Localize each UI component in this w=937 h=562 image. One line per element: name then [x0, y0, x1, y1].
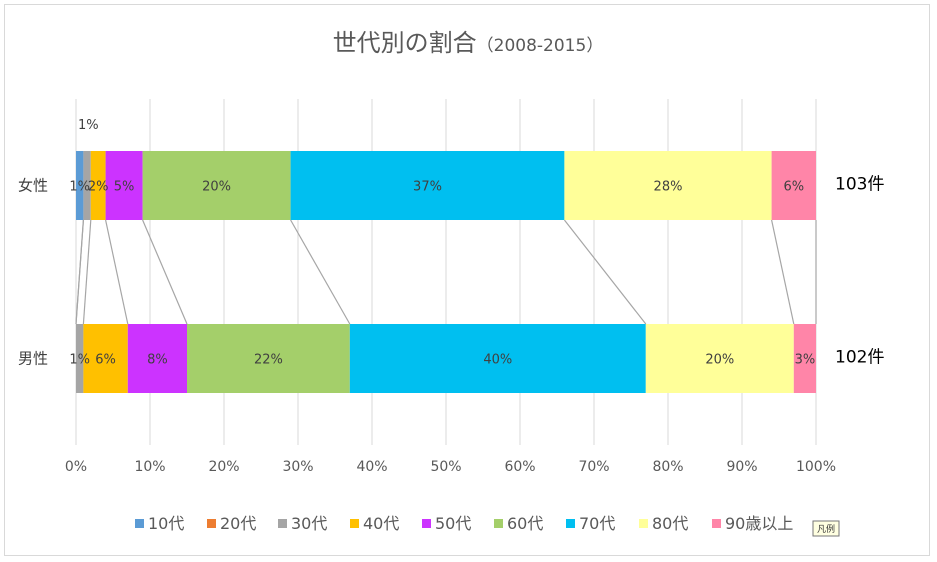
legend-swatch [207, 519, 216, 528]
x-tick-label: 20% [208, 459, 239, 475]
data-label: 5% [114, 180, 135, 195]
bar-segment [105, 151, 143, 220]
category-label: 男性 [18, 350, 48, 368]
series-line [563, 219, 647, 325]
legend-label: 70代 [579, 514, 615, 533]
bar-segment [76, 151, 84, 220]
legend-swatch [278, 519, 287, 528]
legend-swatch [422, 519, 431, 528]
legend-item[interactable]: 50代 [422, 514, 471, 533]
legend-label: 50代 [435, 514, 471, 533]
tooltip-box [812, 520, 840, 537]
legend-swatch [494, 519, 503, 528]
legend-swatch [712, 519, 721, 528]
x-tick-label: 0% [65, 459, 87, 475]
x-tick-label: 50% [430, 459, 461, 475]
legend-item[interactable]: 30代 [278, 514, 327, 533]
x-tick-label: 90% [726, 459, 757, 475]
legend-label: 40代 [363, 514, 399, 533]
bar-segment [142, 151, 291, 220]
legend-label: 20代 [220, 514, 256, 533]
data-label: 6% [95, 353, 116, 368]
tooltip-text: 凡例 [817, 523, 835, 535]
legend-item[interactable]: 90歳以上 [712, 514, 793, 533]
legend-swatch [350, 519, 359, 528]
bar-segment [793, 324, 816, 393]
x-tick-label: 70% [578, 459, 609, 475]
bar-segment [90, 151, 106, 220]
legend-item[interactable]: 40代 [350, 514, 399, 533]
bar-segment [127, 324, 187, 393]
category-count-label: 102件 [835, 348, 884, 368]
x-tick-label: 40% [356, 459, 387, 475]
series-line [75, 219, 84, 325]
data-label: 8% [147, 353, 168, 368]
x-tick-label: 30% [282, 459, 313, 475]
x-tick-label: 10% [134, 459, 165, 475]
data-label: 20% [202, 180, 231, 195]
legend-item[interactable]: 60代 [494, 514, 543, 533]
bar-segment [645, 324, 794, 393]
bar-segment [187, 324, 350, 393]
data-label: 20% [705, 353, 734, 368]
data-label: 37% [413, 180, 442, 195]
bar-segment [771, 151, 816, 220]
x-tick-label: 100% [796, 459, 836, 475]
data-label: 3% [795, 353, 816, 368]
data-label: 40% [483, 353, 512, 368]
legend-item[interactable]: 70代 [566, 514, 615, 533]
bar-segment [349, 324, 646, 393]
annotation-label: 1% [78, 118, 99, 133]
x-tick-label: 60% [504, 459, 535, 475]
bar-segment [290, 151, 565, 220]
legend-item[interactable]: 80代 [639, 514, 688, 533]
data-label: 1% [69, 180, 90, 195]
x-tick-label: 80% [652, 459, 683, 475]
legend-label: 30代 [291, 514, 327, 533]
data-label: 2% [88, 180, 109, 195]
series-line [771, 219, 795, 325]
legend-swatch [639, 519, 648, 528]
chart-title-main: 世代別の割合 [333, 29, 477, 57]
legend-swatch [566, 519, 575, 528]
series-line [105, 219, 129, 325]
data-label: 28% [654, 180, 683, 195]
data-label: 1% [69, 353, 90, 368]
legend-label: 90歳以上 [725, 514, 793, 533]
category-count-label: 103件 [835, 175, 884, 195]
chart-frame: 世代別の割合（2008-2015） 0% 10% 20% 30% 40% 50% 60% 70… [4, 4, 930, 556]
chart-title-subtitle: （2008-2015） [477, 36, 604, 56]
series-line [82, 219, 92, 325]
legend[interactable]: 10代 20代 30代 40代 50代 60代 70代 80代 90歳以上 [135, 514, 793, 533]
legend-swatch [135, 519, 144, 528]
data-label: 22% [254, 353, 283, 368]
legend-item[interactable]: 20代 [207, 514, 256, 533]
legend-item[interactable]: 10代 [135, 514, 184, 533]
category-label: 女性 [18, 177, 48, 195]
series-line [290, 219, 351, 325]
bar-layer [76, 151, 816, 393]
bar-segment [83, 151, 91, 220]
series-line [142, 219, 188, 325]
legend-label: 10代 [148, 514, 184, 533]
bar-segment [76, 324, 84, 393]
chart-title: 世代別の割合（2008-2015） [333, 29, 604, 57]
series-lines [75, 219, 817, 325]
chart-svg: 世代別の割合（2008-2015） 0% 10% 20% 30% 40% 50% 60% 70… [18, 29, 884, 537]
data-label: 6% [783, 180, 804, 195]
legend-label: 80代 [652, 514, 688, 533]
legend-label: 60代 [507, 514, 543, 533]
bar-segment [83, 324, 128, 393]
legend-tooltip: 凡例 [812, 520, 840, 537]
bar-segment [564, 151, 772, 220]
